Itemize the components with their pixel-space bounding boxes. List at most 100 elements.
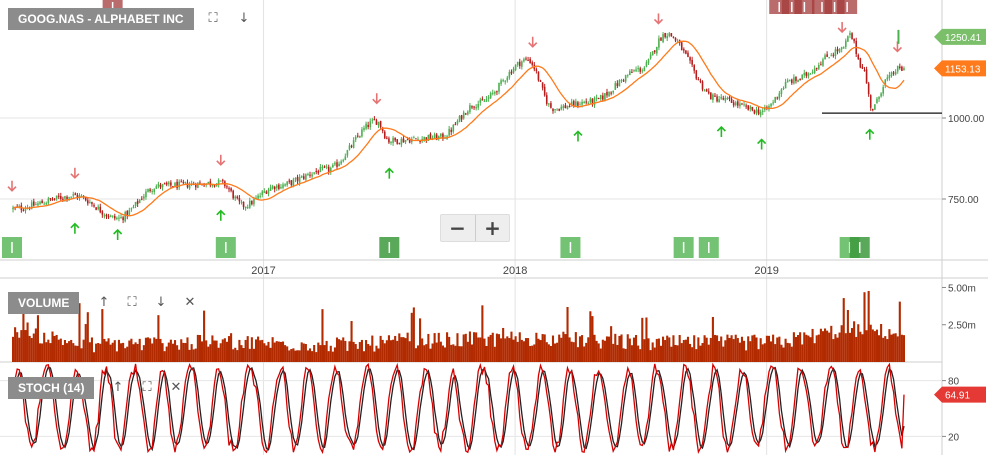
candle — [346, 150, 349, 156]
price-tag-last-shape — [934, 28, 986, 45]
candle — [705, 89, 708, 92]
volume-bar — [159, 338, 162, 362]
volume-bar — [119, 343, 123, 362]
candle — [672, 36, 675, 38]
candle — [568, 105, 571, 107]
candle — [367, 124, 369, 127]
volume-bar — [882, 337, 885, 362]
volume-bar — [26, 322, 29, 362]
arrow-up-icon[interactable]: ↑ — [112, 380, 124, 395]
volume-bar — [429, 348, 432, 362]
expand-icon[interactable]: ⛶ — [142, 380, 152, 395]
close-icon[interactable]: ✕ — [184, 295, 196, 310]
volume-bar — [107, 338, 110, 362]
volume-bar — [886, 339, 889, 362]
volume-bar — [74, 345, 77, 362]
candle — [859, 58, 862, 68]
candle — [390, 141, 392, 143]
volume-bar — [578, 336, 582, 362]
candle — [892, 72, 895, 74]
volume-bar — [641, 317, 644, 362]
expand-icon[interactable]: ⛶ — [208, 11, 218, 26]
volume-bar — [483, 338, 486, 362]
volume-bar — [30, 337, 33, 362]
candle — [782, 88, 785, 90]
candle — [799, 78, 801, 80]
candle — [510, 71, 513, 74]
volume-bar — [362, 351, 366, 362]
candle — [116, 217, 118, 219]
expand-icon[interactable]: ⛶ — [127, 295, 137, 310]
volume-bar — [105, 341, 108, 362]
volume-bar — [460, 346, 463, 362]
candle — [707, 91, 710, 94]
candle — [128, 210, 131, 215]
candle — [334, 162, 336, 165]
zoom-out-button[interactable]: − — [449, 216, 466, 240]
candle — [404, 140, 407, 143]
volume-bar — [61, 344, 64, 362]
volume-bar — [377, 348, 380, 362]
volume-bar — [124, 348, 127, 362]
volume-bar — [379, 335, 382, 362]
candle — [180, 181, 183, 183]
candle — [489, 93, 492, 98]
candle — [631, 71, 633, 73]
candle — [174, 182, 176, 188]
candle — [359, 135, 361, 138]
volume-bar — [209, 344, 212, 362]
candle — [703, 90, 706, 92]
volume-bar — [848, 332, 852, 362]
volume-bar — [500, 338, 503, 362]
candle — [294, 177, 297, 180]
candle — [639, 68, 642, 72]
stoch-value-tag: 64.91 — [934, 386, 986, 403]
volume-bar — [213, 340, 216, 362]
candle — [884, 79, 887, 86]
volume-bar — [622, 348, 625, 362]
sell-signal-arrow — [216, 154, 226, 166]
volume-bar — [412, 307, 415, 362]
sell-signal-arrow-head — [372, 98, 382, 105]
volume-bar — [101, 309, 104, 362]
volume-bar — [78, 303, 81, 362]
close-icon[interactable]: ✕ — [170, 380, 182, 395]
volume-bar — [545, 342, 548, 362]
volume-bar — [188, 349, 191, 362]
candle — [338, 163, 340, 167]
arrow-down-icon[interactable]: ↓ — [155, 295, 167, 310]
arrow-up-icon[interactable]: ↑ — [98, 295, 110, 310]
candle — [847, 36, 849, 42]
candle — [710, 92, 712, 100]
candle — [284, 184, 286, 186]
volume-bar — [308, 348, 312, 362]
candle — [109, 215, 112, 217]
volume-bar — [167, 342, 170, 362]
candle — [105, 214, 108, 217]
volume-bar — [240, 345, 243, 362]
volume-bar — [547, 344, 550, 362]
candle — [140, 198, 143, 200]
candle — [240, 201, 243, 203]
candle — [878, 96, 880, 100]
volume-bar — [43, 332, 46, 362]
volume-bar — [169, 339, 172, 362]
sell-signal-arrow — [372, 93, 382, 105]
buy-signal-arrow-head — [384, 167, 394, 174]
candle — [539, 80, 542, 82]
candle — [365, 123, 367, 129]
volume-bar — [36, 315, 40, 362]
volume-bar — [257, 336, 260, 362]
candle — [585, 101, 588, 103]
volume-bar — [624, 348, 627, 362]
volume-bar — [605, 336, 609, 362]
volume-bar — [549, 345, 552, 362]
volume-bar — [11, 336, 15, 362]
volume-bar — [556, 342, 559, 362]
zoom-in-button[interactable]: + — [475, 215, 509, 241]
volume-bar — [358, 342, 361, 362]
arrow-down-icon[interactable]: ↓ — [238, 11, 250, 26]
candle — [386, 137, 388, 139]
volume-bar — [772, 334, 775, 362]
